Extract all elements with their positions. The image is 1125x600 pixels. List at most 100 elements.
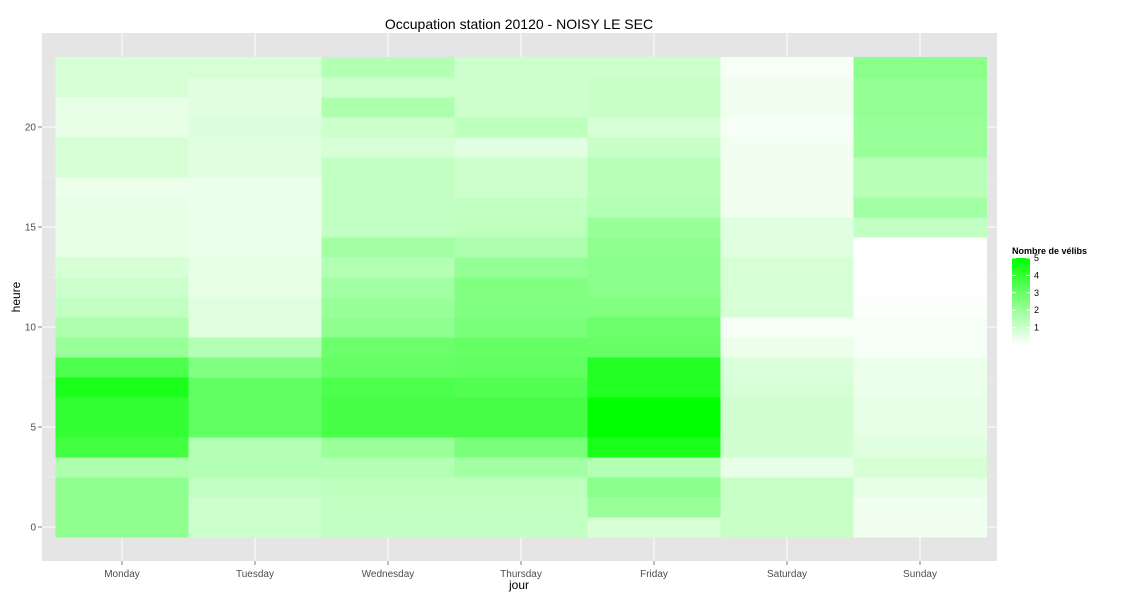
heatmap-cell (587, 397, 721, 418)
heatmap-cell (720, 497, 854, 518)
heatmap-cell (853, 77, 987, 98)
heatmap-cell (188, 57, 322, 78)
heatmap-cell (720, 297, 854, 318)
legend-title: Nombre de vélibs (1012, 246, 1087, 256)
heatmap-cell (853, 317, 987, 338)
x-tick-label: Tuesday (236, 569, 274, 580)
heatmap-cell (55, 317, 189, 338)
heatmap-cell (587, 317, 721, 338)
heatmap-cell (587, 297, 721, 318)
heatmap-cell (454, 97, 588, 118)
heatmap-cell (321, 417, 455, 438)
heatmap-cell (587, 477, 721, 498)
heatmap-cell (321, 297, 455, 318)
y-tick-label: 5 (30, 423, 36, 434)
heatmap-cell (321, 317, 455, 338)
heatmap-cell (720, 137, 854, 158)
heatmap-cell (188, 197, 322, 218)
heatmap-cell (454, 217, 588, 238)
heatmap-cell (454, 417, 588, 438)
heatmap-cell (454, 197, 588, 218)
heatmap-cell (853, 437, 987, 458)
heatmap-cell (454, 257, 588, 278)
heatmap-cell (55, 137, 189, 158)
heatmap-cell (853, 277, 987, 298)
heatmap-cell (188, 97, 322, 118)
heatmap-cell (55, 237, 189, 258)
heatmap-cell (321, 237, 455, 258)
heatmap-cell (853, 157, 987, 178)
heatmap-cell (188, 297, 322, 318)
heatmap-cell (454, 157, 588, 178)
heatmap-cell (587, 237, 721, 258)
heatmap-cell (321, 517, 455, 538)
heatmap-cell (321, 137, 455, 158)
heatmap-cell (188, 517, 322, 538)
heatmap-cell (720, 57, 854, 78)
heatmap-cell (720, 317, 854, 338)
heatmap-cell (853, 97, 987, 118)
legend-label: 2 (1034, 305, 1039, 315)
heatmap-cell (188, 237, 322, 258)
heatmap-cell (587, 57, 721, 78)
y-axis: 0 5 10 15 20 (25, 123, 42, 534)
heatmap-cell (853, 337, 987, 358)
heatmap-cell (853, 477, 987, 498)
heatmap-cell (454, 177, 588, 198)
heatmap-cell (55, 397, 189, 418)
heatmap-cell (188, 397, 322, 418)
heatmap-cell (720, 457, 854, 478)
heatmap-cell (587, 517, 721, 538)
heatmap-cell (188, 497, 322, 518)
heatmap-cell (454, 477, 588, 498)
heatmap-cell (188, 137, 322, 158)
y-axis-title: heure (9, 281, 23, 312)
heatmap-cell (587, 377, 721, 398)
heatmap-cell (55, 57, 189, 78)
heatmap-cell (55, 497, 189, 518)
x-tick-label: Friday (640, 569, 668, 580)
heatmap-cell (55, 517, 189, 538)
heatmap-cells (55, 57, 987, 538)
heatmap-cell (188, 177, 322, 198)
heatmap-cell (853, 517, 987, 538)
heatmap-cell (720, 117, 854, 138)
heatmap-cell (454, 357, 588, 378)
heatmap-cell (587, 117, 721, 138)
legend-label: 5 (1034, 253, 1039, 263)
heatmap-cell (188, 157, 322, 178)
heatmap-cell (55, 477, 189, 498)
heatmap-cell (454, 437, 588, 458)
heatmap-cell (321, 497, 455, 518)
heatmap-cell (454, 317, 588, 338)
heatmap-cell (321, 437, 455, 458)
heatmap-cell (188, 77, 322, 98)
heatmap-cell (720, 237, 854, 258)
heatmap-cell (55, 177, 189, 198)
x-tick-label: Sunday (903, 569, 937, 580)
heatmap-cell (720, 77, 854, 98)
heatmap-cell (55, 217, 189, 238)
x-tick-label: Wednesday (362, 569, 415, 580)
y-tick-label: 20 (25, 123, 37, 134)
heatmap-cell (321, 477, 455, 498)
heatmap-cell (55, 77, 189, 98)
heatmap-cell (188, 477, 322, 498)
heatmap-cell (853, 177, 987, 198)
heatmap-cell (454, 237, 588, 258)
heatmap-cell (188, 377, 322, 398)
legend: Nombre de vélibs 1 2 3 4 5 (1012, 246, 1087, 345)
heatmap-cell (454, 377, 588, 398)
heatmap-cell (720, 157, 854, 178)
y-tick-label: 0 (30, 523, 36, 534)
heatmap-cell (720, 517, 854, 538)
heatmap-cell (720, 337, 854, 358)
heatmap-cell (587, 277, 721, 298)
heatmap-cell (587, 177, 721, 198)
heatmap-cell (188, 337, 322, 358)
chart-title: Occupation station 20120 - NOISY LE SEC (385, 16, 653, 32)
heatmap-cell (853, 197, 987, 218)
legend-label: 3 (1034, 288, 1039, 298)
heatmap-cell (55, 417, 189, 438)
heatmap-cell (321, 277, 455, 298)
